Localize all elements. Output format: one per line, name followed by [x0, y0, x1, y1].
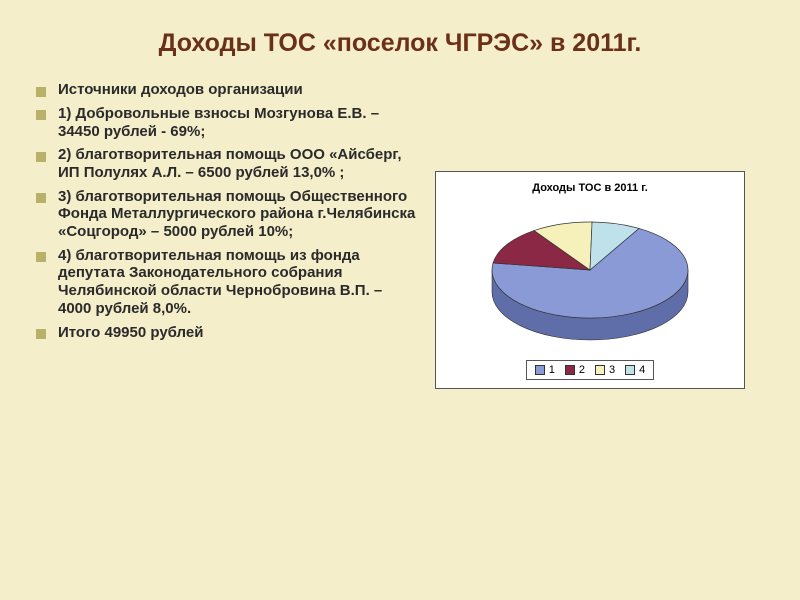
legend-swatch [625, 365, 635, 375]
legend-label: 1 [549, 364, 555, 376]
list-item: Итого 49950 рублей [36, 324, 416, 342]
bullet-column: Источники доходов организации 1) Добровол… [36, 81, 416, 347]
slide: Доходы ТОС «поселок ЧГРЭС» в 2011г. Исто… [0, 0, 800, 600]
list-item: 1) Добровольные взносы Мозгунова Е.В. – … [36, 105, 416, 140]
legend-swatch [595, 365, 605, 375]
legend-item: 2 [565, 364, 585, 376]
chart-card: Доходы ТОС в 2011 г. 1 2 3 4 [435, 171, 745, 389]
chart-title: Доходы ТОС в 2011 г. [532, 182, 648, 194]
list-item: 4) благотворительная помощь из фонда деп… [36, 247, 416, 318]
legend-swatch [565, 365, 575, 375]
list-item: 2) благотворительная помощь ООО «Айсберг… [36, 146, 416, 181]
content-row: Источники доходов организации 1) Добровол… [36, 81, 764, 389]
list-item: 3) благотворительная помощь Общественног… [36, 188, 416, 241]
legend-item: 4 [625, 364, 645, 376]
legend-label: 3 [609, 364, 615, 376]
list-item: Источники доходов организации [36, 81, 416, 99]
bullet-list: Источники доходов организации 1) Добровол… [36, 81, 416, 341]
legend-label: 2 [579, 364, 585, 376]
legend-swatch [535, 365, 545, 375]
page-title: Доходы ТОС «поселок ЧГРЭС» в 2011г. [76, 28, 724, 59]
legend: 1 2 3 4 [526, 360, 655, 380]
legend-item: 1 [535, 364, 555, 376]
chart-column: Доходы ТОС в 2011 г. 1 2 3 4 [416, 81, 764, 389]
pie-chart [460, 202, 720, 352]
legend-label: 4 [639, 364, 645, 376]
legend-item: 3 [595, 364, 615, 376]
